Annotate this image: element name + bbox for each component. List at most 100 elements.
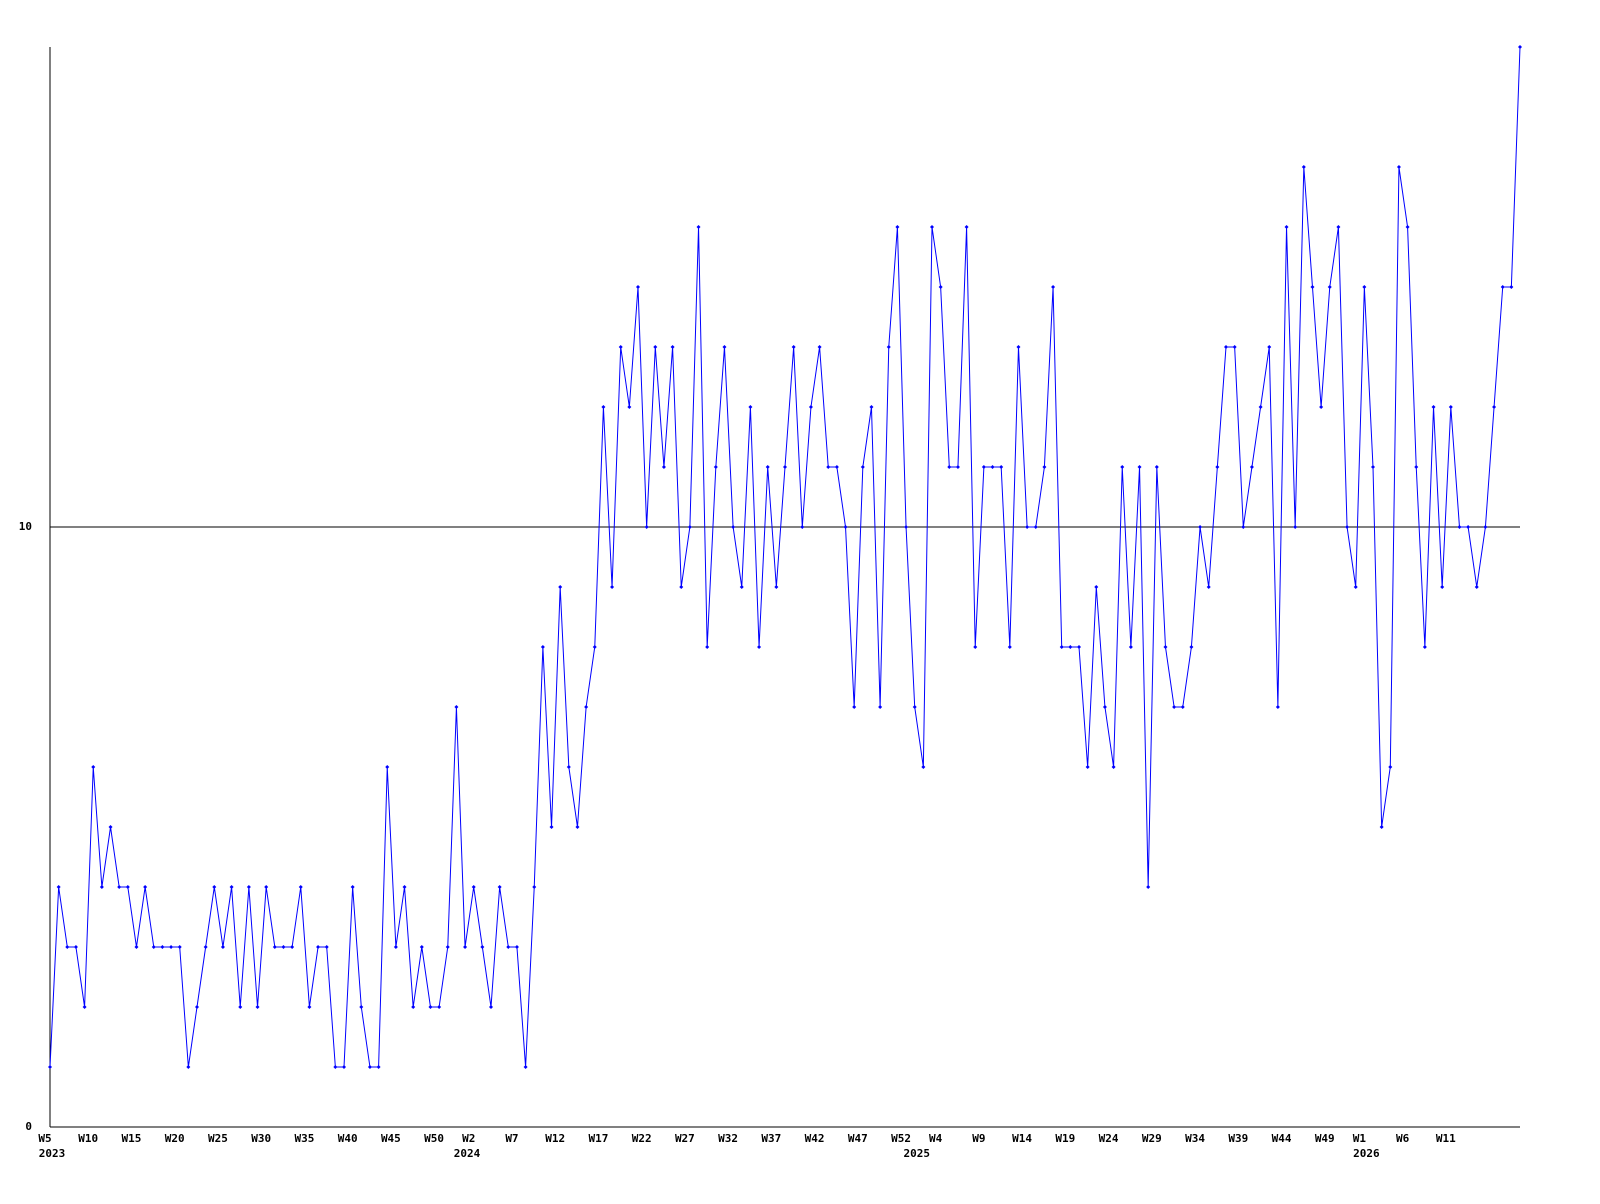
data-point (419, 945, 424, 949)
data-point (1241, 525, 1246, 529)
data-point (670, 345, 675, 349)
data-point (636, 285, 640, 289)
x-tick-label: W29 (1142, 1132, 1162, 1145)
data-point (255, 1005, 260, 1009)
data-point (757, 645, 762, 649)
data-point (186, 1065, 191, 1069)
data-point (532, 885, 537, 889)
data-point (1172, 705, 1177, 709)
data-point (592, 645, 597, 649)
data-point (921, 765, 926, 769)
data-point (739, 585, 744, 589)
data-point (238, 1005, 243, 1009)
data-point (117, 885, 122, 889)
data-point (722, 345, 727, 349)
data-point (618, 345, 623, 349)
data-point (852, 705, 857, 709)
data-point (1137, 465, 1142, 469)
data-point (1128, 645, 1133, 649)
data-point (1077, 645, 1081, 649)
data-point (1405, 225, 1410, 229)
data-point (350, 885, 355, 889)
x-tick-label: W2 (462, 1132, 475, 1145)
data-point (817, 345, 822, 349)
data-point (1509, 285, 1514, 289)
data-point (324, 945, 329, 949)
data-point (679, 585, 684, 589)
data-point (843, 525, 848, 529)
x-tick-label: W11 (1436, 1132, 1456, 1145)
data-point (930, 225, 934, 229)
data-point (272, 945, 277, 949)
data-point (220, 945, 225, 949)
data-point (307, 1005, 312, 1009)
data-point (627, 405, 632, 409)
data-point (895, 225, 900, 229)
data-point (1327, 285, 1332, 289)
data-point (108, 825, 113, 829)
data-point (1059, 645, 1064, 649)
data-point (1492, 405, 1497, 409)
data-point (1215, 465, 1220, 469)
data-point (514, 945, 519, 949)
data-point (1042, 465, 1047, 469)
data-point (1102, 705, 1107, 709)
x-tick-label: W52 (891, 1132, 911, 1145)
x-tick-label: W20 (165, 1132, 185, 1145)
data-point (523, 1065, 528, 1069)
data-point (791, 345, 796, 349)
data-point (800, 525, 805, 529)
data-point (480, 945, 485, 949)
data-point (359, 1005, 364, 1009)
data-point (1275, 705, 1280, 709)
data-point (1085, 765, 1090, 769)
data-point (212, 885, 217, 889)
data-point (834, 465, 839, 469)
data-point (878, 705, 883, 709)
data-point (566, 765, 571, 769)
x-tick-label: W5 (38, 1132, 51, 1145)
data-point (143, 885, 148, 889)
x-year-label: 2026 (1353, 1147, 1380, 1160)
data-point (91, 765, 96, 769)
data-point (904, 525, 909, 529)
data-point (316, 945, 321, 949)
x-year-label: 2025 (903, 1147, 930, 1160)
x-tick-label: W9 (972, 1132, 985, 1145)
data-point (393, 945, 398, 949)
x-tick-label: W34 (1185, 1132, 1205, 1145)
data-point (264, 885, 269, 889)
data-point (1094, 585, 1099, 589)
data-point (1189, 645, 1194, 649)
data-line (49, 46, 1521, 1068)
data-point (160, 945, 165, 949)
data-point (999, 465, 1004, 469)
data-point (731, 525, 736, 529)
data-point (1371, 465, 1375, 469)
x-tick-label: W47 (848, 1132, 868, 1145)
data-point (1345, 525, 1350, 529)
data-point (1051, 285, 1056, 289)
x-tick-label: W7 (505, 1132, 518, 1145)
data-point (973, 645, 978, 649)
data-point (687, 525, 692, 529)
data-point (1457, 525, 1462, 529)
data-point (134, 945, 139, 949)
data-point (428, 1005, 433, 1009)
data-point (981, 465, 986, 469)
x-tick-label: W14 (1012, 1132, 1032, 1145)
data-point (1111, 765, 1116, 769)
data-point (73, 945, 78, 949)
data-point (575, 825, 580, 829)
data-point (947, 465, 952, 469)
data-point (497, 885, 502, 889)
x-tick-label: W6 (1396, 1132, 1410, 1145)
data-point (1388, 765, 1393, 769)
data-point (783, 465, 787, 469)
data-point (48, 1065, 52, 1069)
data-point (610, 585, 615, 589)
data-point (1068, 645, 1073, 649)
data-point (246, 885, 251, 889)
data-point (1396, 165, 1401, 169)
